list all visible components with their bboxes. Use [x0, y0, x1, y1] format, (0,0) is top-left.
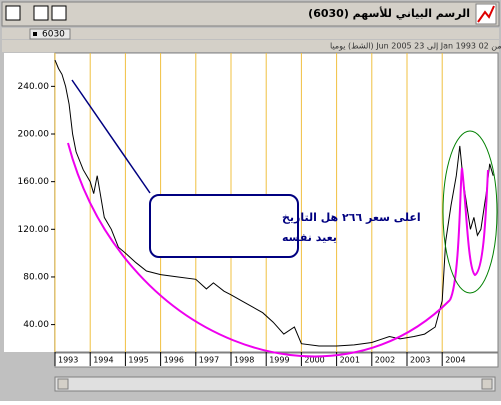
callout-line: اعلى سعر ٢٦٦ هل التاريخ: [282, 211, 421, 224]
chart: 1993 1994 1995 1996 1997 1998 1999 2000 2001 2002…: [18, 53, 494, 366]
x-tick-label: 1996: [164, 356, 184, 365]
u-curve: [67, 142, 451, 358]
info-text: شركة حائل للتنمية الزراعية صفقات تاريخية…: [330, 42, 501, 52]
x-tick-label: 1995: [128, 356, 148, 365]
tab[interactable]: [29, 28, 71, 40]
toolbar: [2, 28, 499, 39]
callout-line: يعيد نفسه: [282, 231, 337, 244]
app-icon-graph: [477, 5, 495, 23]
y-tick-label: 40.00: [23, 320, 49, 330]
x-tick-label: 1998: [234, 356, 254, 365]
callout-box: [149, 194, 299, 258]
highlight-ellipse: [442, 130, 498, 294]
restore-button[interactable]: [51, 5, 67, 21]
x-tick-label: 2004: [445, 356, 465, 365]
scroll-right[interactable]: [481, 378, 493, 390]
y-axis-area: [4, 53, 54, 352]
x-tick-label: 1999: [269, 356, 289, 365]
x-tick-label: 2000: [304, 356, 324, 365]
price-line: [54, 59, 494, 347]
x-tick-label: 2003: [410, 356, 430, 365]
x-tick-label: 1993: [58, 356, 78, 365]
tab-label: 6030: [42, 30, 65, 40]
window-title: الرسم البياني للأسهم (6030): [308, 6, 470, 20]
title-bar: [1, 1, 500, 27]
x-tick-label: 2001: [340, 356, 360, 365]
scrollbar[interactable]: [54, 376, 496, 392]
x-tick-label: 1997: [199, 356, 219, 365]
maximize-button[interactable]: [33, 5, 49, 21]
x-tick-label: 1994: [93, 356, 113, 365]
y-tick-label: 240.00: [18, 82, 50, 92]
y-tick-label: 200.00: [18, 130, 50, 140]
x-tick-label: 2002: [375, 356, 395, 365]
close-button[interactable]: [5, 5, 21, 21]
y-tick-label: 160.00: [18, 177, 50, 187]
info-bar: [2, 40, 499, 52]
y-tick-label: 120.00: [18, 225, 50, 235]
y-tick-label: 80.00: [23, 272, 49, 282]
scroll-left[interactable]: [57, 378, 69, 390]
recent-curve: [449, 167, 489, 301]
annotations: اعلى سعر ٢٦٦ هل التاريخ يعيد نفسه: [67, 79, 498, 358]
tab-marker: [33, 32, 37, 36]
arrow-line: [71, 79, 151, 194]
